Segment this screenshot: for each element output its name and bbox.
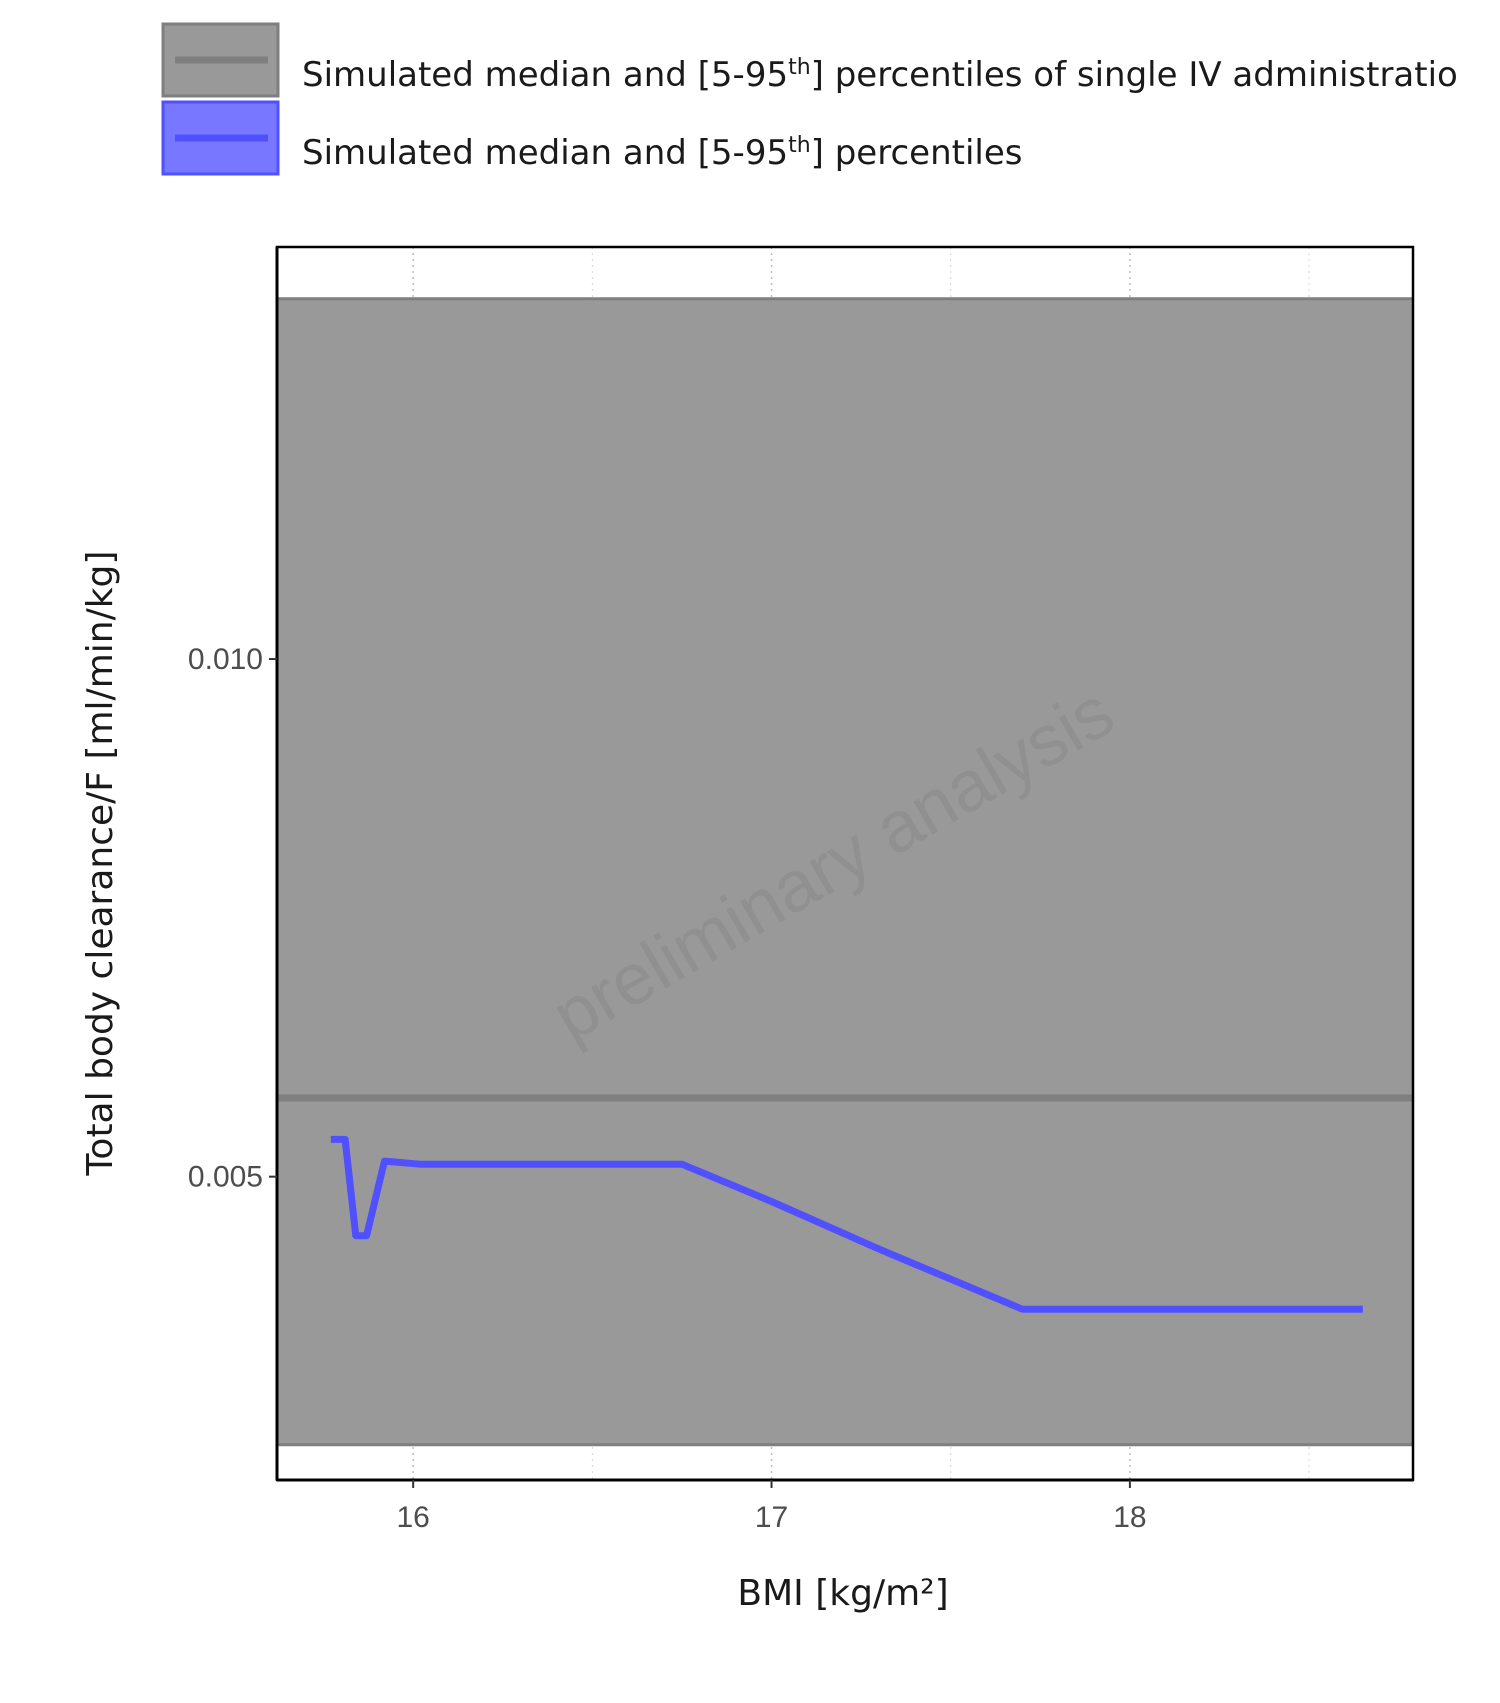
legend-label-simulated-part2: ] percentiles [811, 133, 1023, 173]
legend-label-simulated: Simulated median and [5-95th] percentile… [302, 133, 1022, 173]
series [330, 1135, 1363, 1313]
legend-label-reference-part2: ] percentiles of single IV administratio [811, 55, 1458, 95]
legend-item-reference: Simulated median and [5-95th] percentile… [161, 22, 1458, 98]
legend: Simulated median and [5-95th] percentile… [161, 22, 1458, 176]
simulated-median-line [330, 1135, 1363, 1313]
legend-label-reference: Simulated median and [5-95th] percentile… [302, 55, 1458, 95]
x-axis-title: BMI [kg/m²] [737, 1573, 948, 1614]
axes: 16 17 18 0.005 0.010 [188, 247, 1413, 1534]
y-tick-label: 0.005 [188, 1161, 263, 1194]
reference-band [277, 297, 1413, 1447]
legend-label-simulated-sup: th [788, 133, 811, 158]
legend-label-reference-sup: th [788, 55, 811, 80]
legend-label-simulated-part1: Simulated median and [5-95 [302, 133, 788, 173]
y-tick-label: 0.010 [188, 643, 263, 676]
legend-item-simulated: Simulated median and [5-95th] percentile… [161, 100, 1022, 176]
legend-label-reference-part1: Simulated median and [5-95 [302, 55, 788, 95]
reference-band-area [277, 298, 1413, 1445]
x-tick-label: 18 [1113, 1501, 1146, 1534]
x-tick-label: 16 [396, 1501, 429, 1534]
y-axis-title: Total body clearance/F [ml/min/kg] [80, 551, 121, 1177]
x-tick-label: 17 [755, 1501, 788, 1534]
